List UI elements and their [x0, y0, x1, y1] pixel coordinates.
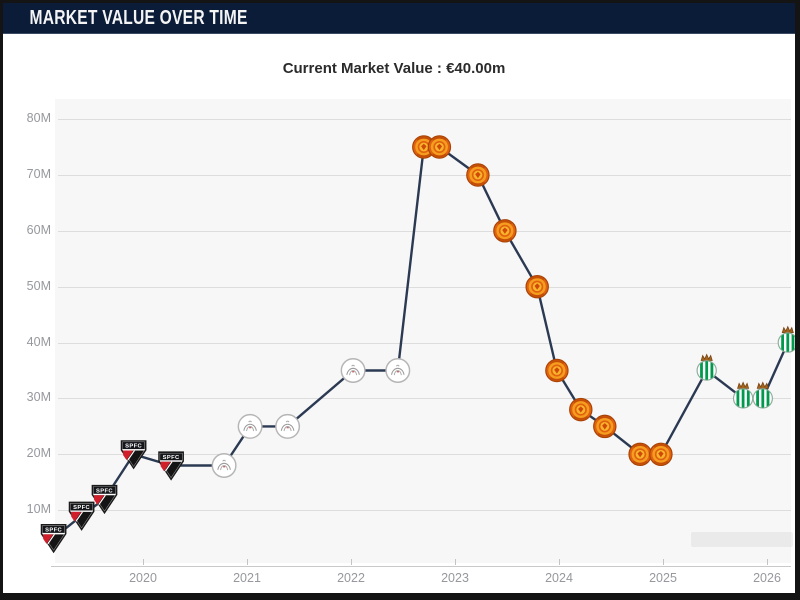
x-tick: [143, 559, 144, 565]
x-tick-label: 2020: [129, 571, 157, 585]
marker-betis-21[interactable]: [734, 382, 753, 408]
x-axis-line: [51, 566, 791, 567]
x-tick-label: 2026: [753, 571, 781, 585]
marker-manutd-15[interactable]: [544, 358, 570, 383]
marker-spfc-4[interactable]: [158, 451, 184, 481]
marker-spfc-1[interactable]: [68, 501, 95, 531]
x-tick-label: 2024: [545, 571, 573, 585]
marker-ajax-5[interactable]: [211, 453, 237, 478]
watermark: [691, 532, 793, 547]
marker-ajax-9[interactable]: [385, 358, 411, 383]
marker-manutd-18[interactable]: [627, 441, 653, 467]
x-tick: [351, 559, 352, 565]
marker-manutd-19[interactable]: [648, 441, 674, 467]
x-tick-label: 2021: [233, 571, 261, 585]
current-market-value-label: Current Market Value : €40.00m: [282, 60, 506, 77]
marker-manutd-12[interactable]: [465, 162, 491, 188]
market-value-chart: SPFC: [40, 134, 800, 553]
marker-manutd-11[interactable]: [426, 134, 452, 160]
gridline-50M: [58, 286, 791, 288]
plot-area: [55, 99, 791, 563]
x-tick-label: 2023: [441, 571, 469, 585]
marker-betis-23[interactable]: [778, 327, 797, 353]
marker-ajax-8[interactable]: [340, 358, 366, 383]
x-tick: [663, 559, 664, 565]
marker-spfc-0[interactable]: [40, 523, 67, 553]
marker-manutd-13[interactable]: [492, 218, 518, 244]
club-crest-markers: [40, 134, 798, 553]
y-tick-label: 40M: [26, 334, 51, 349]
y-tick-label: 50M: [26, 278, 51, 293]
marker-ajax-7[interactable]: [275, 413, 301, 439]
x-tick: [247, 559, 248, 565]
gridline-20M: [58, 454, 791, 456]
y-tick-label: 10M: [26, 502, 51, 517]
y-tick-label: 60M: [26, 222, 51, 237]
x-tick: [559, 559, 560, 565]
y-tick-label: 80M: [26, 111, 51, 126]
gridline-70M: [58, 174, 791, 176]
x-tick: [767, 559, 768, 565]
gridline-80M: [58, 119, 791, 121]
gridline-30M: [58, 398, 791, 400]
marker-manutd-16[interactable]: [568, 397, 594, 423]
title-bar: MARKET VALUE OVER TIME: [3, 3, 795, 34]
x-tick-label: 2022: [337, 571, 365, 585]
gridline-60M: [58, 230, 791, 232]
y-tick-label: 70M: [26, 166, 51, 181]
gridline-10M: [58, 510, 791, 512]
x-tick: [455, 559, 456, 565]
y-tick-label: 20M: [26, 446, 51, 461]
gridline-40M: [58, 342, 791, 344]
marker-manutd-17[interactable]: [592, 413, 618, 439]
marker-spfc-2[interactable]: [91, 484, 118, 514]
y-tick-label: 30M: [26, 390, 51, 405]
market-value-line: [52, 145, 789, 540]
x-tick-label: 2025: [649, 571, 677, 585]
marker-ajax-6[interactable]: [237, 413, 263, 439]
marker-betis-20[interactable]: [697, 355, 716, 381]
marker-spfc-3[interactable]: [120, 440, 147, 469]
page-title: MARKET VALUE OVER TIME: [29, 7, 248, 29]
marker-manutd-14[interactable]: [524, 274, 550, 300]
